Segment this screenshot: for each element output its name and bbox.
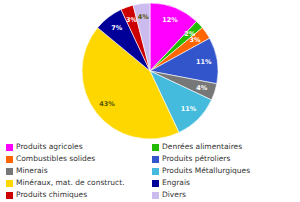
html-text:Produits agricoles: Produits agricoles [16, 142, 83, 151]
html-text:Engrais: Engrais [162, 178, 190, 187]
svg-text:4%: 4% [196, 84, 208, 92]
html-text:Produits chimiques: Produits chimiques [16, 190, 88, 199]
svg-text:11%: 11% [196, 58, 212, 66]
html-text:Denrées alimentaires: Denrées alimentaires [162, 142, 243, 151]
svg-text:7%: 7% [111, 24, 123, 32]
svg-text:4%: 4% [138, 13, 150, 21]
svg-text:2%: 2% [184, 29, 196, 38]
html-text:Minerais: Minerais [16, 166, 48, 175]
svg-text:3%: 3% [126, 16, 138, 24]
svg-text:12%: 12% [162, 16, 178, 24]
html-text:Produits Métallurgiques: Produits Métallurgiques [162, 166, 251, 175]
svg-text:43%: 43% [99, 100, 115, 108]
html-text:Combustibles solides: Combustibles solides [16, 154, 96, 163]
html-text:Produits pétroliers: Produits pétroliers [162, 154, 231, 163]
html-text:Minéraux, mat. de construct.: Minéraux, mat. de construct. [16, 178, 125, 187]
svg-text:11%: 11% [181, 105, 197, 113]
html-text:Divers: Divers [162, 190, 186, 199]
svg-text:3%: 3% [189, 36, 201, 44]
